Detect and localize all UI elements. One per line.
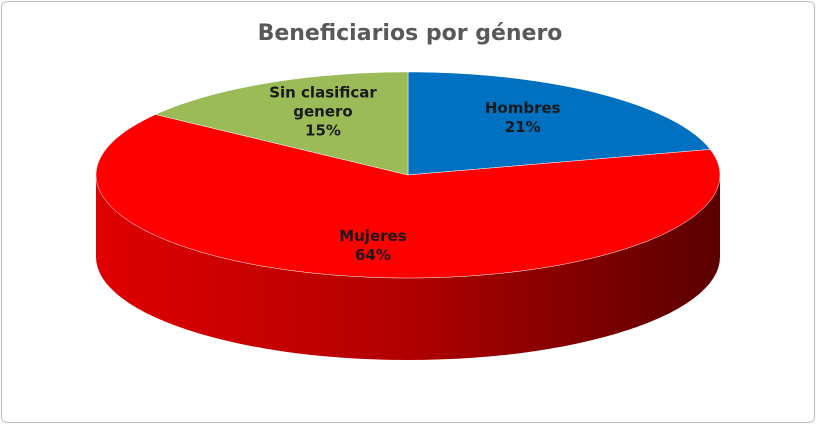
value-label: 64% xyxy=(354,245,391,264)
category-label: Hombres xyxy=(484,99,561,118)
category-label: Mujeres xyxy=(339,226,407,245)
value-label: 21% xyxy=(504,118,541,137)
slice xyxy=(95,114,721,279)
category-label: Sin clasificar genero xyxy=(269,83,377,121)
chart-title: Beneficiarios por género xyxy=(258,21,563,46)
slice xyxy=(154,71,409,176)
data-label: Sin clasificar genero 15% xyxy=(268,83,378,140)
slice-side xyxy=(96,175,720,360)
value-label: 15% xyxy=(305,121,341,140)
data-label: Mujeres 64% xyxy=(308,227,438,265)
slice xyxy=(407,71,711,176)
data-label: Hombres 21% xyxy=(458,99,588,137)
